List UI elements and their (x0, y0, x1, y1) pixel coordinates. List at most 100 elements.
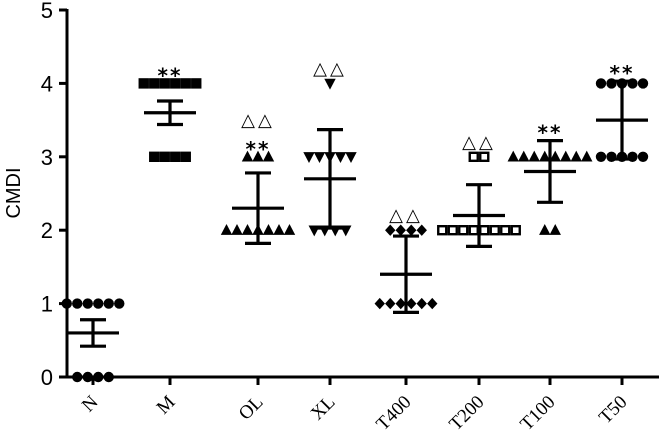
significance-triangles: △△ (241, 110, 275, 131)
x-tick-label: N (78, 391, 103, 416)
data-point (241, 224, 254, 235)
data-point (406, 297, 417, 310)
data-point (595, 151, 607, 162)
data-point (479, 224, 490, 236)
significance-stars: ** (538, 121, 563, 145)
data-point (103, 298, 114, 309)
data-point (61, 298, 72, 309)
data-point (549, 224, 561, 235)
x-tick-label: T50 (595, 392, 631, 428)
data-point (549, 150, 561, 162)
significance-triangles: △△ (389, 205, 423, 226)
y-tick-label: 4 (41, 71, 53, 96)
data-point (416, 297, 427, 310)
data-point (507, 150, 519, 162)
data-point (149, 78, 160, 89)
data-point (334, 152, 347, 163)
x-tick-label: T200 (445, 392, 488, 435)
data-point (468, 224, 479, 236)
data-point (539, 150, 551, 162)
data-point (539, 224, 551, 235)
significance-stars: ** (158, 63, 183, 87)
data-point (241, 150, 254, 162)
data-point (458, 224, 469, 236)
data-point (93, 298, 104, 309)
x-tick-label: M (153, 392, 180, 419)
data-point (72, 298, 83, 309)
data-point (273, 224, 285, 235)
data-point (283, 224, 296, 235)
data-point (303, 152, 315, 163)
data-groups: ** ** △△ △△ △△ △△ ** ** (61, 58, 649, 383)
data-point (500, 224, 511, 236)
x-tick-label: T100 (516, 392, 559, 435)
data-point (170, 78, 181, 89)
data-point (427, 297, 438, 310)
data-point (489, 224, 500, 236)
data-point (395, 224, 406, 236)
x-tick-label: XL (307, 392, 340, 425)
data-point (170, 151, 181, 162)
data-point (595, 78, 607, 89)
data-point (374, 297, 385, 310)
data-point (528, 150, 540, 162)
data-point (313, 152, 326, 163)
data-point (180, 78, 191, 89)
data-point (231, 224, 243, 235)
data-point (82, 371, 93, 383)
significance-triangles: △△ (462, 132, 496, 153)
y-tick-label: 5 (41, 0, 53, 23)
significance-stars: ** (610, 61, 635, 85)
data-point (416, 224, 427, 236)
data-point (149, 151, 160, 162)
data-point (220, 224, 233, 235)
data-point (570, 150, 582, 162)
significance-triangles: △△ (313, 58, 347, 79)
data-point (180, 151, 191, 162)
group-t200: △△ (437, 132, 521, 248)
data-point (324, 78, 336, 90)
data-point (581, 150, 593, 162)
data-point (114, 298, 125, 309)
data-point (252, 150, 264, 162)
data-point (518, 150, 530, 162)
data-point (191, 78, 202, 89)
y-tick-label: 3 (41, 145, 53, 170)
data-point (93, 371, 104, 383)
y-axis-label: CMDI (3, 167, 25, 218)
group-n (61, 298, 125, 383)
data-point (560, 150, 572, 162)
x-tick-label: OL (235, 392, 268, 425)
data-point (103, 371, 114, 383)
data-point (406, 224, 417, 236)
group-ol: ** △△ (220, 110, 296, 246)
data-point (468, 151, 479, 163)
group-m: ** (138, 63, 202, 162)
data-point (447, 224, 458, 236)
data-point (637, 78, 649, 89)
data-point (437, 224, 448, 236)
group-t100: ** (507, 121, 593, 235)
data-point (159, 78, 170, 89)
significance-stars: ** (246, 137, 271, 161)
y-tick-label: 2 (41, 218, 53, 243)
data-point (262, 224, 275, 235)
group-t400: △△ (374, 205, 438, 315)
data-point (82, 298, 93, 309)
data-point (637, 151, 649, 162)
data-point (479, 151, 490, 163)
data-point (395, 297, 406, 310)
data-point (385, 224, 396, 236)
data-point (385, 297, 396, 310)
y-tick-label: 0 (41, 365, 53, 390)
group-t50: ** (595, 61, 649, 162)
y-tick-label: 1 (41, 292, 53, 317)
data-point (159, 151, 170, 162)
axes: 0 1 2 3 4 5 N M OL XL T400 T200 T100 T50 (41, 0, 659, 435)
data-point (72, 371, 83, 383)
group-xl: △△ (303, 58, 357, 237)
x-tick-label: T400 (372, 392, 415, 435)
data-point (138, 78, 149, 89)
data-point (262, 150, 275, 162)
